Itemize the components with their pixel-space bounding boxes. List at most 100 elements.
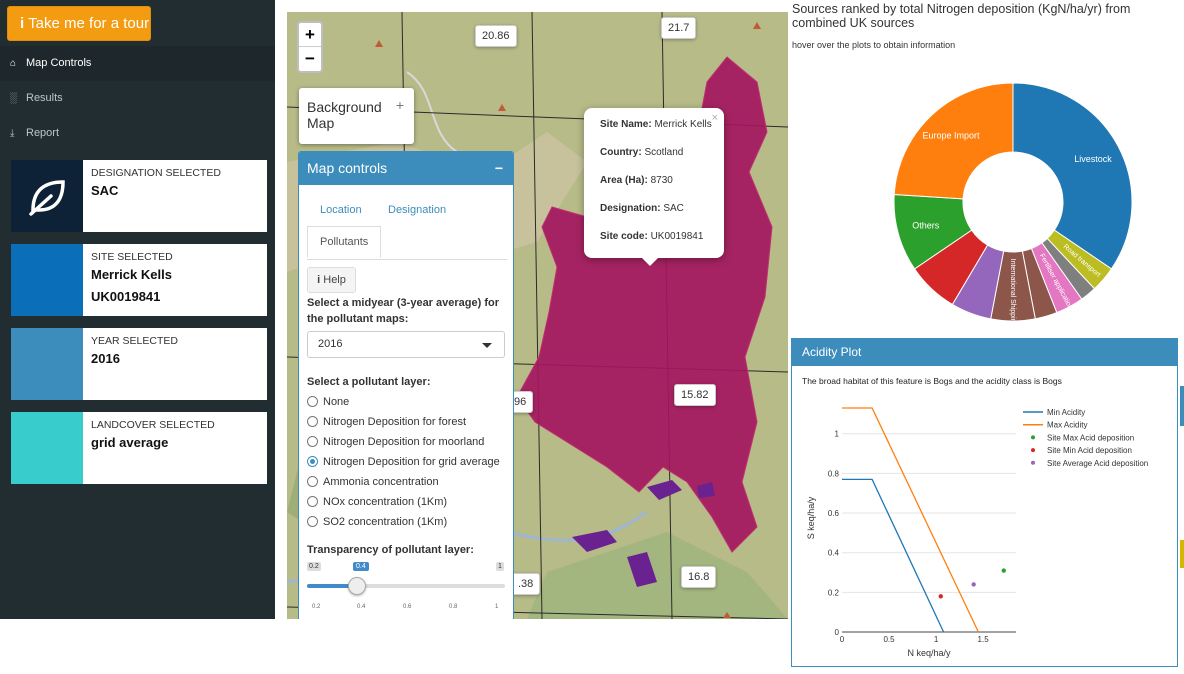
radio-layer-forest[interactable]: Nitrogen Deposition for forest <box>307 414 466 430</box>
y-tick-label: 0.2 <box>828 588 840 597</box>
help-button[interactable]: i Help <box>307 267 356 293</box>
acidity-note: The broad habitat of this feature is Bog… <box>802 376 1062 386</box>
radio-circle <box>307 496 318 507</box>
info-icon: i <box>20 15 25 32</box>
help-label: Help <box>323 274 346 286</box>
acidity-title: Acidity Plot <box>792 339 1177 366</box>
slider-handle[interactable] <box>347 577 366 595</box>
card-swatch <box>11 328 83 400</box>
popup-row: Designation: SAC <box>600 203 724 231</box>
slider-max-label: 1 <box>496 562 504 571</box>
leaf-icon <box>11 160 83 232</box>
pie-hint: hover over the plots to obtain informati… <box>792 40 956 50</box>
x-tick-label: 1.5 <box>978 635 990 644</box>
collapse-icon[interactable]: − <box>494 160 503 176</box>
map-value-label: 16.8 <box>681 566 717 588</box>
radio-layer-moorland[interactable]: Nitrogen Deposition for moorland <box>307 434 484 450</box>
legend-swatch <box>1031 448 1035 453</box>
chevron-down-icon <box>482 343 492 348</box>
y-tick-label: 0.4 <box>828 549 840 558</box>
panel-edge <box>1180 386 1184 426</box>
map-value-label: .38 <box>511 573 541 595</box>
radio-layer-none[interactable]: None <box>307 394 349 410</box>
zoom-out-button[interactable]: − <box>305 49 315 68</box>
radio-circle <box>307 436 318 447</box>
nav-results[interactable]: ░ Results <box>0 81 275 116</box>
radio-circle-selected <box>307 456 318 467</box>
series-point[interactable] <box>971 582 976 587</box>
slider-tick: 0.6 <box>403 604 412 610</box>
year-select[interactable]: 2016 <box>307 331 505 358</box>
home-icon: ⌂ <box>10 58 17 69</box>
x-tick-label: 0.5 <box>883 635 895 644</box>
plus-icon: + <box>395 97 404 113</box>
popup-key: Designation: <box>600 203 661 214</box>
legend-swatch <box>1031 460 1035 465</box>
tab-designation[interactable]: Designation <box>388 204 447 216</box>
zoom-in-button[interactable]: + <box>299 23 321 47</box>
pie-slice-label: Others <box>912 220 940 230</box>
map[interactable]: + − 20.86 21.7 15.82 16.8 96 .38 Backgro… <box>287 12 788 619</box>
popup-row: Area (Ha): 8730 <box>600 175 724 203</box>
card-value: 2016 <box>91 351 120 366</box>
pie-slice[interactable] <box>1012 82 1133 270</box>
site-popup: × Site Name: Merrick Kells Country: Scot… <box>584 108 724 266</box>
popup-key: Country: <box>600 147 642 158</box>
legend-label: Site Max Acid deposition <box>1047 433 1134 442</box>
radio-circle <box>307 416 318 427</box>
pie-slice-label: Europe Import <box>923 130 981 140</box>
radio-label: NOx concentration (1Km) <box>323 496 448 508</box>
x-tick-label: 0 <box>840 635 845 644</box>
tour-button[interactable]: i Take me for a tour <box>7 6 151 41</box>
series-line[interactable] <box>842 478 945 633</box>
x-tick-label: 1 <box>934 635 939 644</box>
close-icon[interactable]: × <box>711 112 718 124</box>
card-label: SITE SELECTED <box>91 251 173 263</box>
pie-slice[interactable] <box>893 82 1014 200</box>
pie-slice-label: Livestock <box>1074 154 1112 164</box>
nav-label: Report <box>26 127 60 139</box>
background-map-label: Background Map <box>307 99 382 131</box>
radio-label: SO2 concentration (1Km) <box>323 516 448 528</box>
pie-title: Sources ranked by total Nitrogen deposit… <box>792 2 1131 30</box>
legend-label: Site Min Acid deposition <box>1047 446 1132 455</box>
radio-layer-ammonia[interactable]: Ammonia concentration <box>307 474 439 490</box>
transparency-label: Transparency of pollutant layer: <box>307 544 474 556</box>
map-value-label: 21.7 <box>661 17 697 39</box>
tab-pollutants[interactable]: Pollutants <box>307 226 382 258</box>
radio-layer-so2[interactable]: SO2 concentration (1Km) <box>307 514 447 530</box>
series-line[interactable] <box>842 407 979 633</box>
card-value-2: UK0019841 <box>91 289 161 304</box>
acidity-plot[interactable]: 0 0.2 0.4 0.6 0.8 1 0 0.5 1 1.5 N keq/ha/y S keq/ha… <box>792 394 1177 666</box>
bar-chart-icon: ░ <box>10 93 18 104</box>
radio-label: Ammonia concentration <box>323 476 439 488</box>
popup-key: Area (Ha): <box>600 175 648 186</box>
slider-track[interactable] <box>307 584 505 588</box>
card-value: SAC <box>91 183 119 198</box>
series-point[interactable] <box>1001 568 1006 573</box>
nav-map-controls[interactable]: ⌂ Map Controls <box>0 46 275 81</box>
nav-report[interactable]: ⤓ Report <box>0 116 275 151</box>
map-controls-header[interactable]: Map controls − <box>299 152 513 185</box>
legend-label: Site Average Acid deposition <box>1047 459 1148 468</box>
acidity-panel: Acidity Plot The broad habitat of this f… <box>791 338 1178 667</box>
legend-swatch <box>1031 435 1035 440</box>
radio-circle <box>307 396 318 407</box>
radio-layer-grid-average[interactable]: Nitrogen Deposition for grid average <box>307 454 500 470</box>
sidebar: i Take me for a tour ⌂ Map Controls ░ Resul… <box>0 0 275 619</box>
popup-value: SAC <box>663 203 684 214</box>
slider-min-label: 0.2 <box>307 562 321 571</box>
tab-location[interactable]: Location <box>320 204 362 216</box>
series-point[interactable] <box>938 594 943 599</box>
radio-layer-nox[interactable]: NOx concentration (1Km) <box>307 494 447 510</box>
panel-edge <box>1180 540 1184 568</box>
background-map-toggle[interactable]: Background Map + <box>299 88 414 144</box>
tour-button-label: Take me for a tour <box>28 15 150 32</box>
radio-label: Nitrogen Deposition for forest <box>323 416 467 428</box>
popup-value: Scotland <box>644 147 684 158</box>
popup-key: Site code: <box>600 231 648 242</box>
year-select-label: Select a midyear (3-year average) for th… <box>307 297 499 325</box>
legend-label: Min Acidity <box>1047 408 1085 417</box>
y-tick-label: 0.6 <box>828 509 840 518</box>
